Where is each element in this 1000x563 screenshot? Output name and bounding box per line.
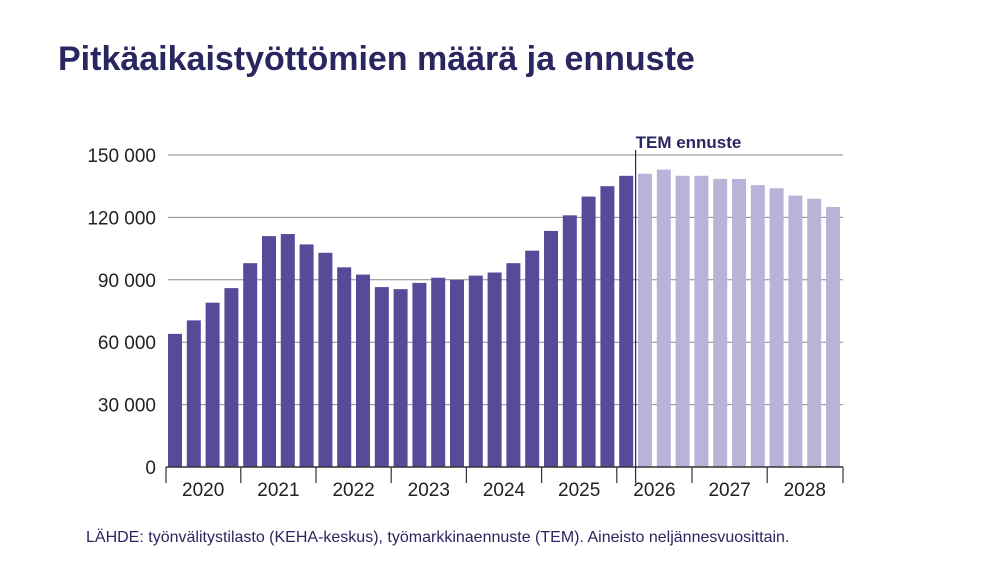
actual-bar xyxy=(224,288,239,467)
y-tick-label: 150 000 xyxy=(87,146,156,167)
x-tick-label: 2020 xyxy=(182,480,224,501)
x-tick-label: 2028 xyxy=(784,480,826,501)
actual-bar xyxy=(487,272,502,467)
actual-bar xyxy=(506,263,521,467)
actual-bar xyxy=(299,244,314,467)
actual-bar xyxy=(525,250,540,467)
forecast-bar xyxy=(694,175,709,468)
forecast-bar xyxy=(826,207,840,467)
x-tick-label: 2025 xyxy=(558,480,600,501)
x-tick-label: 2024 xyxy=(483,480,526,501)
actual-bar xyxy=(280,234,295,467)
actual-bar xyxy=(562,215,577,467)
forecast-bar xyxy=(656,169,671,467)
actual-bar xyxy=(168,333,182,467)
forecast-bar xyxy=(638,173,652,467)
forecast-bar xyxy=(675,175,690,468)
actual-bar xyxy=(393,289,408,467)
actual-bar xyxy=(431,277,446,467)
actual-bar xyxy=(581,196,596,467)
forecast-bar xyxy=(732,178,746,468)
actual-bar xyxy=(186,320,201,467)
forecast-bar xyxy=(769,188,784,467)
chart-title: Pitkäaikaistyöttömien määrä ja ennuste xyxy=(58,40,695,78)
x-tick-label: 2023 xyxy=(408,480,450,501)
actual-bar xyxy=(205,302,220,467)
actual-bar xyxy=(356,274,370,467)
actual-bar xyxy=(337,267,352,467)
y-tick-label: 30 000 xyxy=(98,396,156,417)
x-tick-label: 2022 xyxy=(332,480,374,501)
x-tick-label: 2021 xyxy=(257,480,299,501)
forecast-bar xyxy=(788,195,803,467)
y-tick-label: 120 000 xyxy=(87,208,156,229)
actual-bar xyxy=(450,279,464,467)
actual-bar xyxy=(412,282,427,467)
source-note: LÄHDE: työnvälitystilasto (KEHA-keskus),… xyxy=(86,529,790,546)
actual-bar xyxy=(619,175,634,468)
actual-bar xyxy=(374,287,389,467)
actual-bar xyxy=(243,263,258,467)
x-tick-label: 2026 xyxy=(633,480,675,501)
forecast-bar xyxy=(807,198,822,467)
y-tick-label: 60 000 xyxy=(98,333,156,354)
y-tick-label: 90 000 xyxy=(98,271,156,292)
actual-bar xyxy=(600,186,615,467)
actual-bar xyxy=(318,252,333,467)
actual-bar xyxy=(468,275,483,467)
forecast-bar xyxy=(750,185,765,467)
actual-bar xyxy=(262,236,276,467)
y-tick-label: 0 xyxy=(145,458,156,479)
forecast-bar xyxy=(713,178,728,468)
x-tick-label: 2027 xyxy=(708,480,750,501)
forecast-label: TEM ennuste xyxy=(636,133,742,152)
actual-bar xyxy=(544,230,558,467)
